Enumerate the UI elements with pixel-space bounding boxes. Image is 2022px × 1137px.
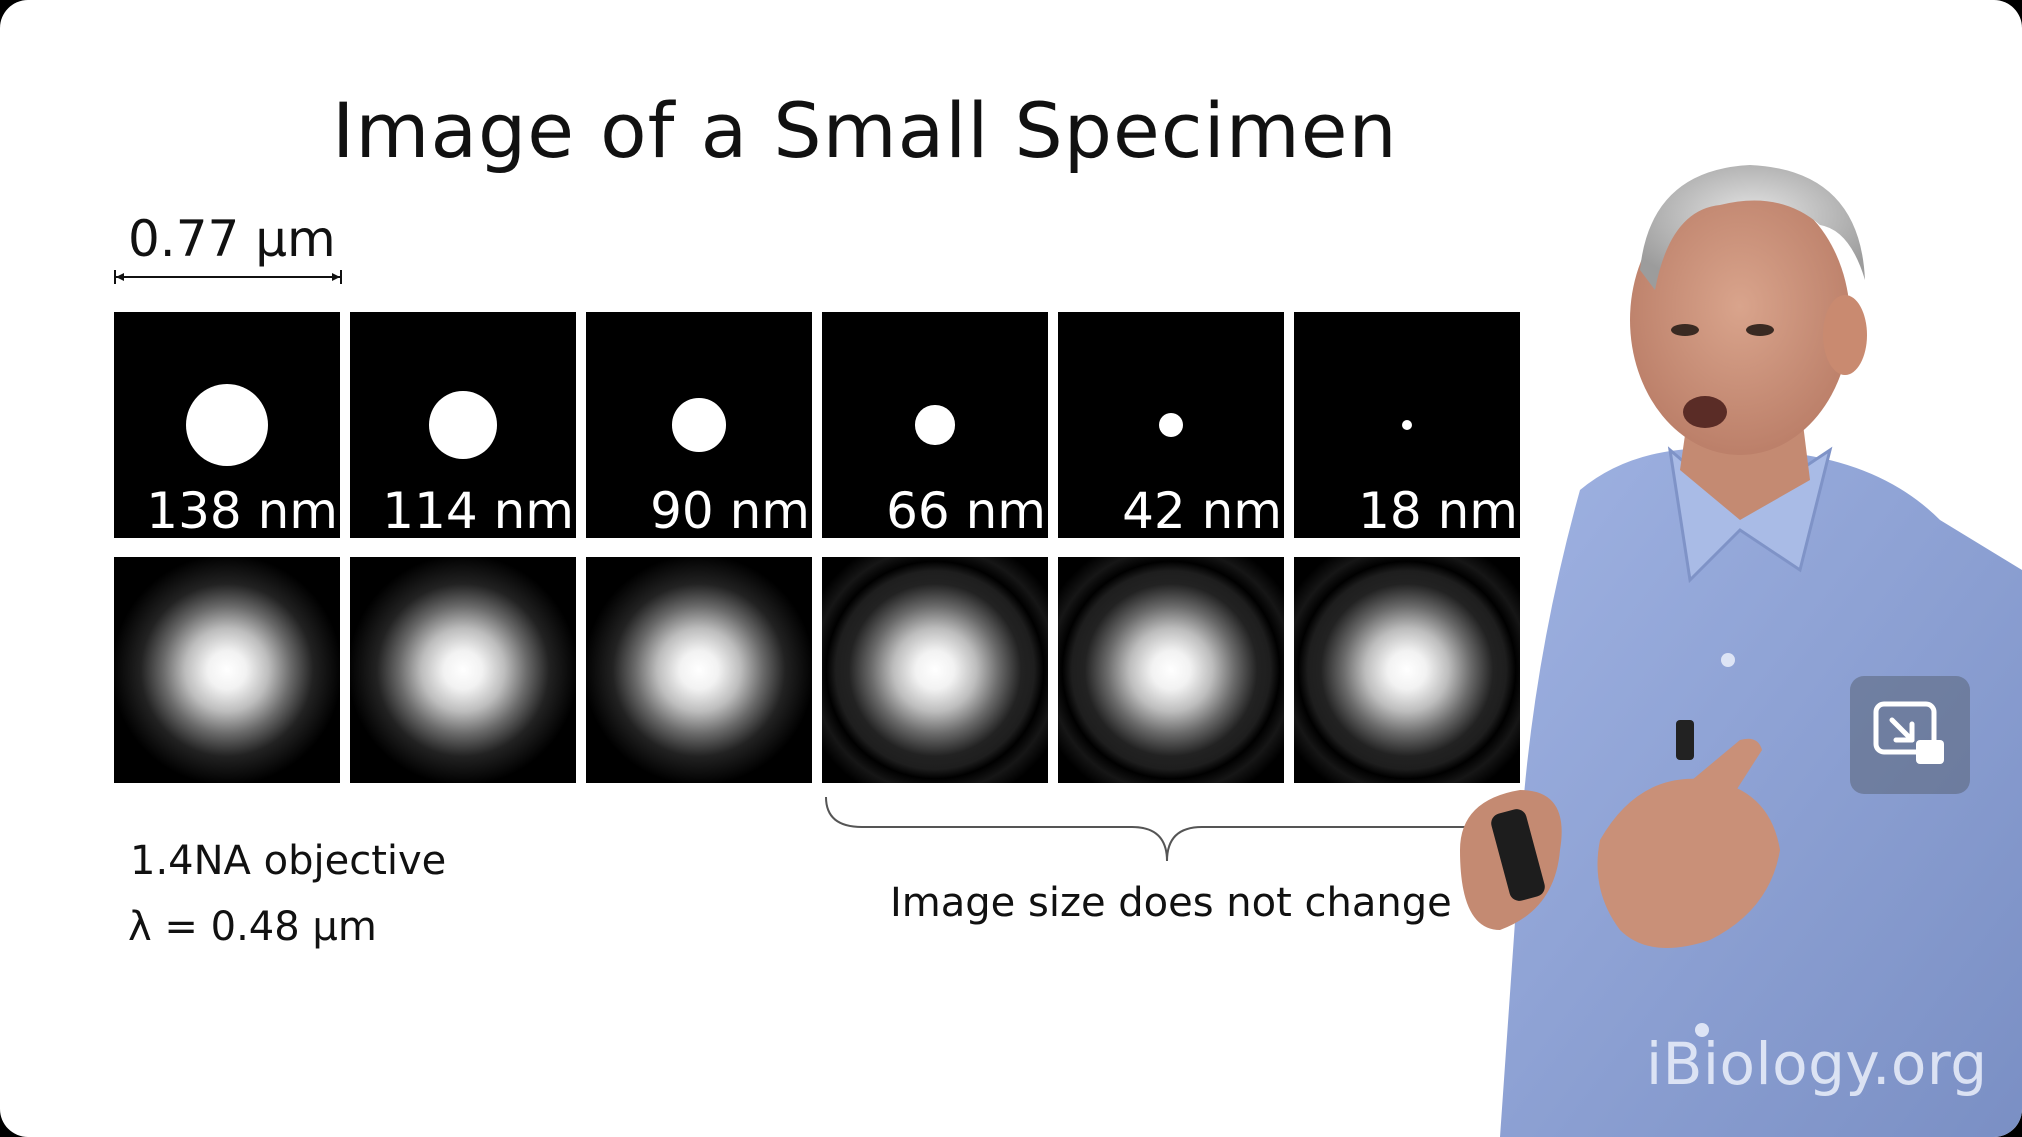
airy-disk	[1058, 557, 1284, 783]
specimen-size-label: 42 nm	[1122, 482, 1282, 538]
curly-brace	[825, 796, 1509, 862]
specimen-size-label: 90 nm	[650, 482, 810, 538]
airy-disk	[114, 557, 340, 783]
objective-note: 1.4NA objective	[130, 838, 447, 884]
specimen-dot	[1158, 412, 1184, 438]
brace-note: Image size does not change	[890, 880, 1452, 926]
scale-bar	[114, 270, 342, 284]
blurred-image-panel	[1058, 557, 1284, 783]
blurred-image-panel	[586, 557, 812, 783]
specimen-size-label: 18 nm	[1358, 482, 1518, 538]
specimen-dot	[672, 398, 726, 452]
specimen-panel: 114 nm	[350, 312, 576, 538]
airy-disk	[586, 557, 812, 783]
blurred-image-panel	[822, 557, 1048, 783]
specimen-size-label: 114 nm	[382, 482, 574, 538]
wavelength-note: λ = 0.48 μm	[128, 904, 377, 950]
specimen-size-label: 66 nm	[886, 482, 1046, 538]
specimen-dot	[915, 405, 955, 445]
blurred-image-panel	[1294, 557, 1520, 783]
specimen-panel: 18 nm	[1294, 312, 1520, 538]
slide-title: Image of a Small Specimen	[332, 86, 1398, 175]
specimen-panel: 42 nm	[1058, 312, 1284, 538]
specimen-size-label: 138 nm	[146, 482, 338, 538]
specimen-panel: 90 nm	[586, 312, 812, 538]
picture-in-picture-button[interactable]	[1850, 676, 1970, 794]
airy-disk	[1294, 557, 1520, 783]
picture-in-picture-icon	[1873, 701, 1944, 764]
specimen-panel: 66 nm	[822, 312, 1048, 538]
blurred-image-panel	[350, 557, 576, 783]
blurred-image-panel	[114, 557, 340, 783]
presenter-video-overlay	[1460, 165, 2022, 1137]
scale-bar-label: 0.77 μm	[128, 210, 336, 268]
airy-disk	[822, 557, 1048, 783]
specimen-dot	[429, 391, 497, 459]
specimen-panel: 138 nm	[114, 312, 340, 538]
airy-disk	[350, 557, 576, 783]
specimen-dot	[1401, 419, 1413, 431]
watermark-text: iBiology.org	[1646, 1030, 1988, 1098]
specimen-dot	[186, 384, 268, 466]
